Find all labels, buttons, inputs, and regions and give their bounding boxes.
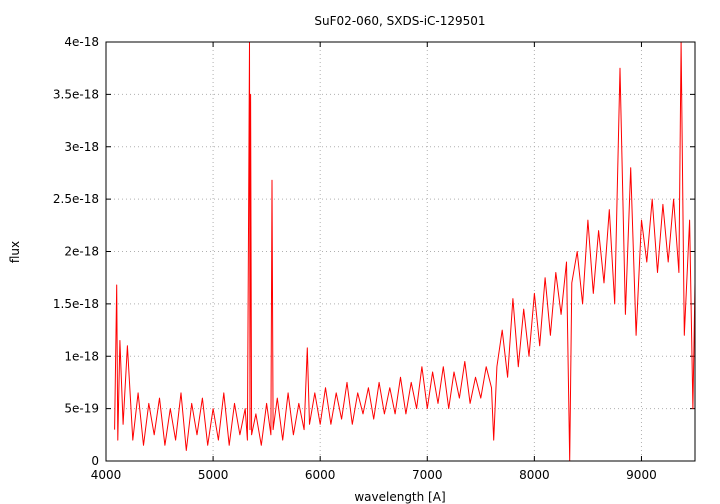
- y-tick-label: 4e-18: [64, 35, 99, 49]
- x-tick-label: 7000: [412, 468, 443, 482]
- y-tick-label: 3.5e-18: [53, 87, 99, 101]
- x-axis-label: wavelength [A]: [354, 490, 445, 504]
- x-tick-label: 9000: [626, 468, 657, 482]
- y-axis-label: flux: [8, 241, 22, 263]
- chart-title: SuF02-060, SXDS-iC-129501: [314, 14, 485, 28]
- y-tick-label: 0: [91, 454, 99, 468]
- x-tick-label: 5000: [198, 468, 229, 482]
- y-tick-label: 5e-19: [64, 402, 99, 416]
- x-tick-label: 6000: [305, 468, 336, 482]
- x-tick-label: 8000: [519, 468, 550, 482]
- y-tick-label: 1.5e-18: [53, 297, 99, 311]
- y-tick-label: 2.5e-18: [53, 192, 99, 206]
- x-axis-ticks: 4000 5000 6000 7000 8000 9000: [91, 42, 657, 482]
- y-tick-label: 1e-18: [64, 349, 99, 363]
- y-tick-label: 3e-18: [64, 140, 99, 154]
- plot-frame: [105, 41, 696, 462]
- y-tick-label: 2e-18: [64, 245, 99, 259]
- x-tick-label: 4000: [91, 468, 122, 482]
- spectrum-line: [114, 41, 696, 462]
